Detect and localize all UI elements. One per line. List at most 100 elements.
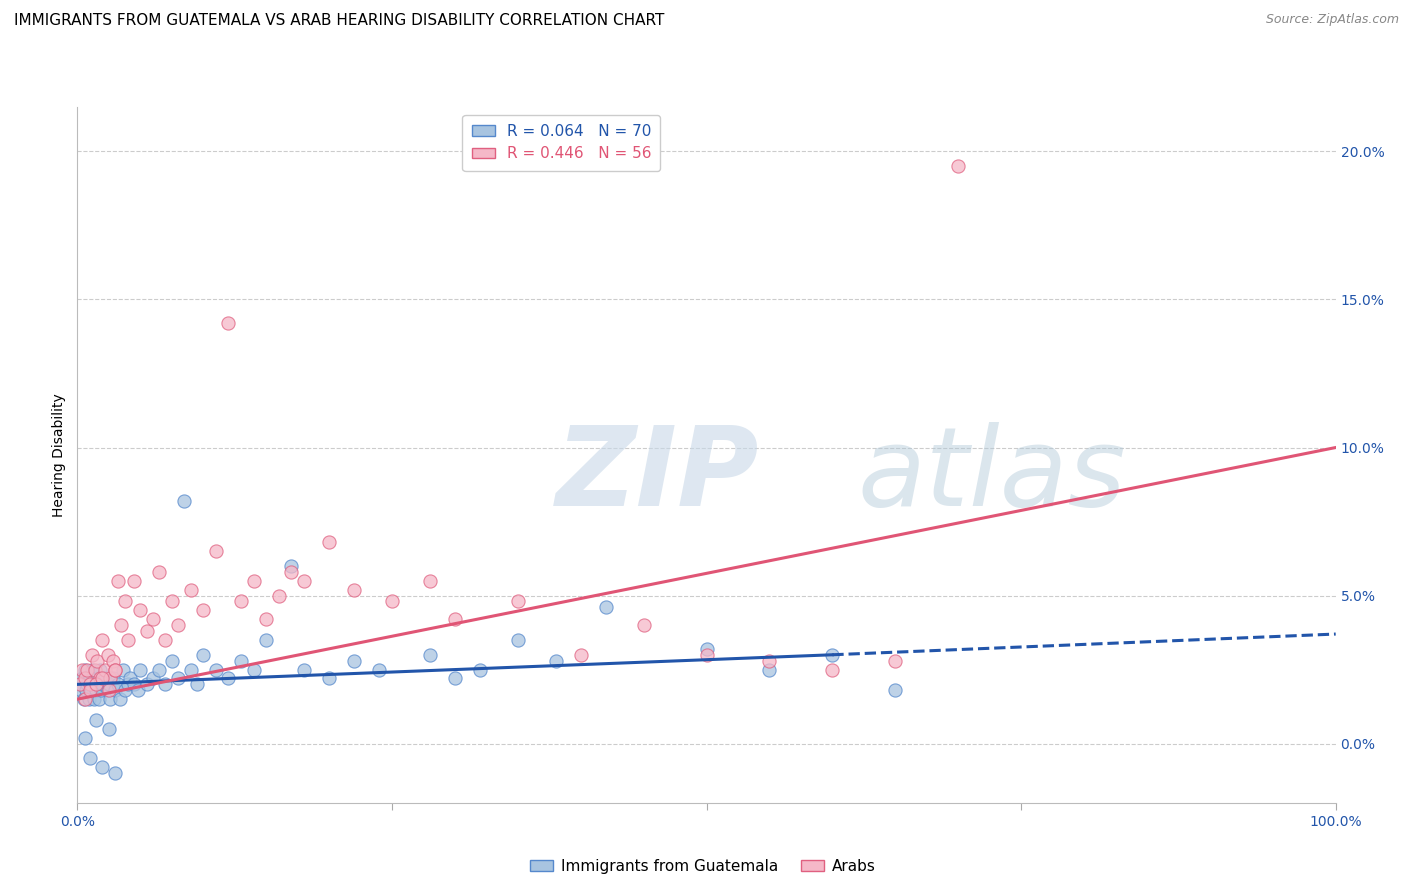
- Point: [91, 677, 114, 691]
- Point: [70, 683, 93, 698]
- Y-axis label: Hearing Disability: Hearing Disability: [52, 393, 66, 516]
- Point: [73, 731, 96, 745]
- Point: [101, 672, 124, 686]
- Point: [107, 677, 129, 691]
- Point: [173, 493, 195, 508]
- Point: [84, 677, 107, 691]
- Point: [318, 672, 340, 686]
- Point: [111, 663, 134, 677]
- Point: [242, 663, 264, 677]
- Point: [191, 648, 215, 662]
- Point: [595, 600, 617, 615]
- Point: [89, 672, 111, 686]
- Point: [229, 594, 252, 608]
- Point: [142, 612, 165, 626]
- Point: [94, 672, 117, 686]
- Point: [82, 648, 104, 662]
- Point: [104, 766, 127, 780]
- Text: IMMIGRANTS FROM GUATEMALA VS ARAB HEARING DISABILITY CORRELATION CHART: IMMIGRANTS FROM GUATEMALA VS ARAB HEARIN…: [14, 13, 665, 29]
- Point: [110, 618, 132, 632]
- Point: [506, 594, 529, 608]
- Point: [419, 574, 441, 588]
- Point: [91, 672, 114, 686]
- Point: [343, 654, 366, 668]
- Point: [280, 565, 302, 579]
- Point: [506, 632, 529, 647]
- Point: [267, 589, 290, 603]
- Point: [90, 683, 112, 698]
- Point: [117, 632, 139, 647]
- Point: [155, 632, 177, 647]
- Point: [114, 594, 136, 608]
- Point: [948, 159, 970, 173]
- Point: [79, 677, 101, 691]
- Point: [80, 683, 103, 698]
- Point: [73, 692, 96, 706]
- Point: [142, 672, 165, 686]
- Point: [76, 677, 98, 691]
- Point: [318, 535, 340, 549]
- Point: [72, 663, 94, 677]
- Point: [821, 663, 844, 677]
- Point: [292, 574, 315, 588]
- Text: atlas: atlas: [858, 422, 1126, 529]
- Point: [468, 663, 491, 677]
- Point: [381, 594, 404, 608]
- Point: [242, 574, 264, 588]
- Point: [82, 663, 104, 677]
- Point: [569, 648, 592, 662]
- Point: [86, 654, 108, 668]
- Point: [73, 663, 96, 677]
- Point: [72, 692, 94, 706]
- Point: [368, 663, 391, 677]
- Point: [444, 672, 467, 686]
- Point: [86, 672, 108, 686]
- Point: [155, 677, 177, 691]
- Point: [129, 603, 152, 617]
- Point: [75, 683, 97, 698]
- Point: [544, 654, 567, 668]
- Point: [129, 663, 152, 677]
- Point: [696, 641, 718, 656]
- Point: [254, 612, 277, 626]
- Point: [87, 692, 110, 706]
- Point: [204, 663, 226, 677]
- Point: [107, 574, 129, 588]
- Point: [148, 565, 170, 579]
- Point: [167, 672, 190, 686]
- Point: [84, 683, 107, 698]
- Point: [79, 672, 101, 686]
- Point: [180, 663, 202, 677]
- Point: [73, 672, 96, 686]
- Point: [76, 663, 98, 677]
- Point: [91, 632, 114, 647]
- Point: [758, 654, 780, 668]
- Point: [186, 677, 208, 691]
- Legend: R = 0.064   N = 70, R = 0.446   N = 56: R = 0.064 N = 70, R = 0.446 N = 56: [463, 115, 661, 170]
- Point: [135, 677, 157, 691]
- Point: [79, 751, 101, 765]
- Point: [160, 594, 183, 608]
- Point: [79, 683, 101, 698]
- Point: [148, 663, 170, 677]
- Point: [444, 612, 467, 626]
- Point: [114, 683, 136, 698]
- Point: [292, 663, 315, 677]
- Point: [69, 677, 91, 691]
- Point: [758, 663, 780, 677]
- Point: [98, 692, 121, 706]
- Point: [821, 648, 844, 662]
- Point: [180, 582, 202, 597]
- Point: [108, 692, 131, 706]
- Point: [120, 672, 142, 686]
- Point: [160, 654, 183, 668]
- Point: [122, 677, 145, 691]
- Point: [280, 558, 302, 573]
- Point: [204, 544, 226, 558]
- Point: [229, 654, 252, 668]
- Point: [97, 722, 120, 736]
- Legend: Immigrants from Guatemala, Arabs: Immigrants from Guatemala, Arabs: [524, 853, 882, 880]
- Point: [69, 677, 91, 691]
- Point: [77, 692, 100, 706]
- Point: [117, 677, 139, 691]
